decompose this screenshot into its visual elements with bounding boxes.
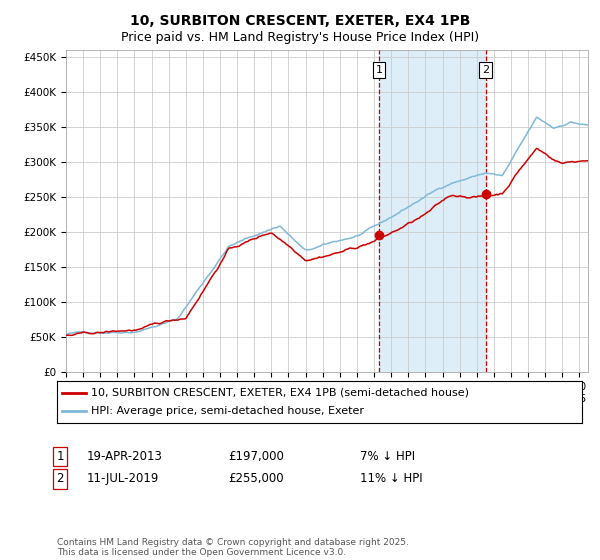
Text: 7% ↓ HPI: 7% ↓ HPI xyxy=(360,450,415,463)
Text: 10, SURBITON CRESCENT, EXETER, EX4 1PB (semi-detached house): 10, SURBITON CRESCENT, EXETER, EX4 1PB (… xyxy=(91,388,469,398)
Bar xyxy=(379,50,486,372)
Text: 2: 2 xyxy=(482,65,490,75)
Text: 2: 2 xyxy=(56,472,64,486)
Text: 11-JUL-2019: 11-JUL-2019 xyxy=(87,472,160,486)
Text: £197,000: £197,000 xyxy=(228,450,284,463)
Text: Contains HM Land Registry data © Crown copyright and database right 2025.
This d: Contains HM Land Registry data © Crown c… xyxy=(57,538,409,557)
Text: 1: 1 xyxy=(376,65,383,75)
Text: Price paid vs. HM Land Registry's House Price Index (HPI): Price paid vs. HM Land Registry's House … xyxy=(121,31,479,44)
Text: 10, SURBITON CRESCENT, EXETER, EX4 1PB: 10, SURBITON CRESCENT, EXETER, EX4 1PB xyxy=(130,14,470,28)
Text: £255,000: £255,000 xyxy=(228,472,284,486)
Text: 19-APR-2013: 19-APR-2013 xyxy=(87,450,163,463)
Text: HPI: Average price, semi-detached house, Exeter: HPI: Average price, semi-detached house,… xyxy=(91,406,364,416)
Text: 11% ↓ HPI: 11% ↓ HPI xyxy=(360,472,422,486)
Text: 1: 1 xyxy=(56,450,64,463)
